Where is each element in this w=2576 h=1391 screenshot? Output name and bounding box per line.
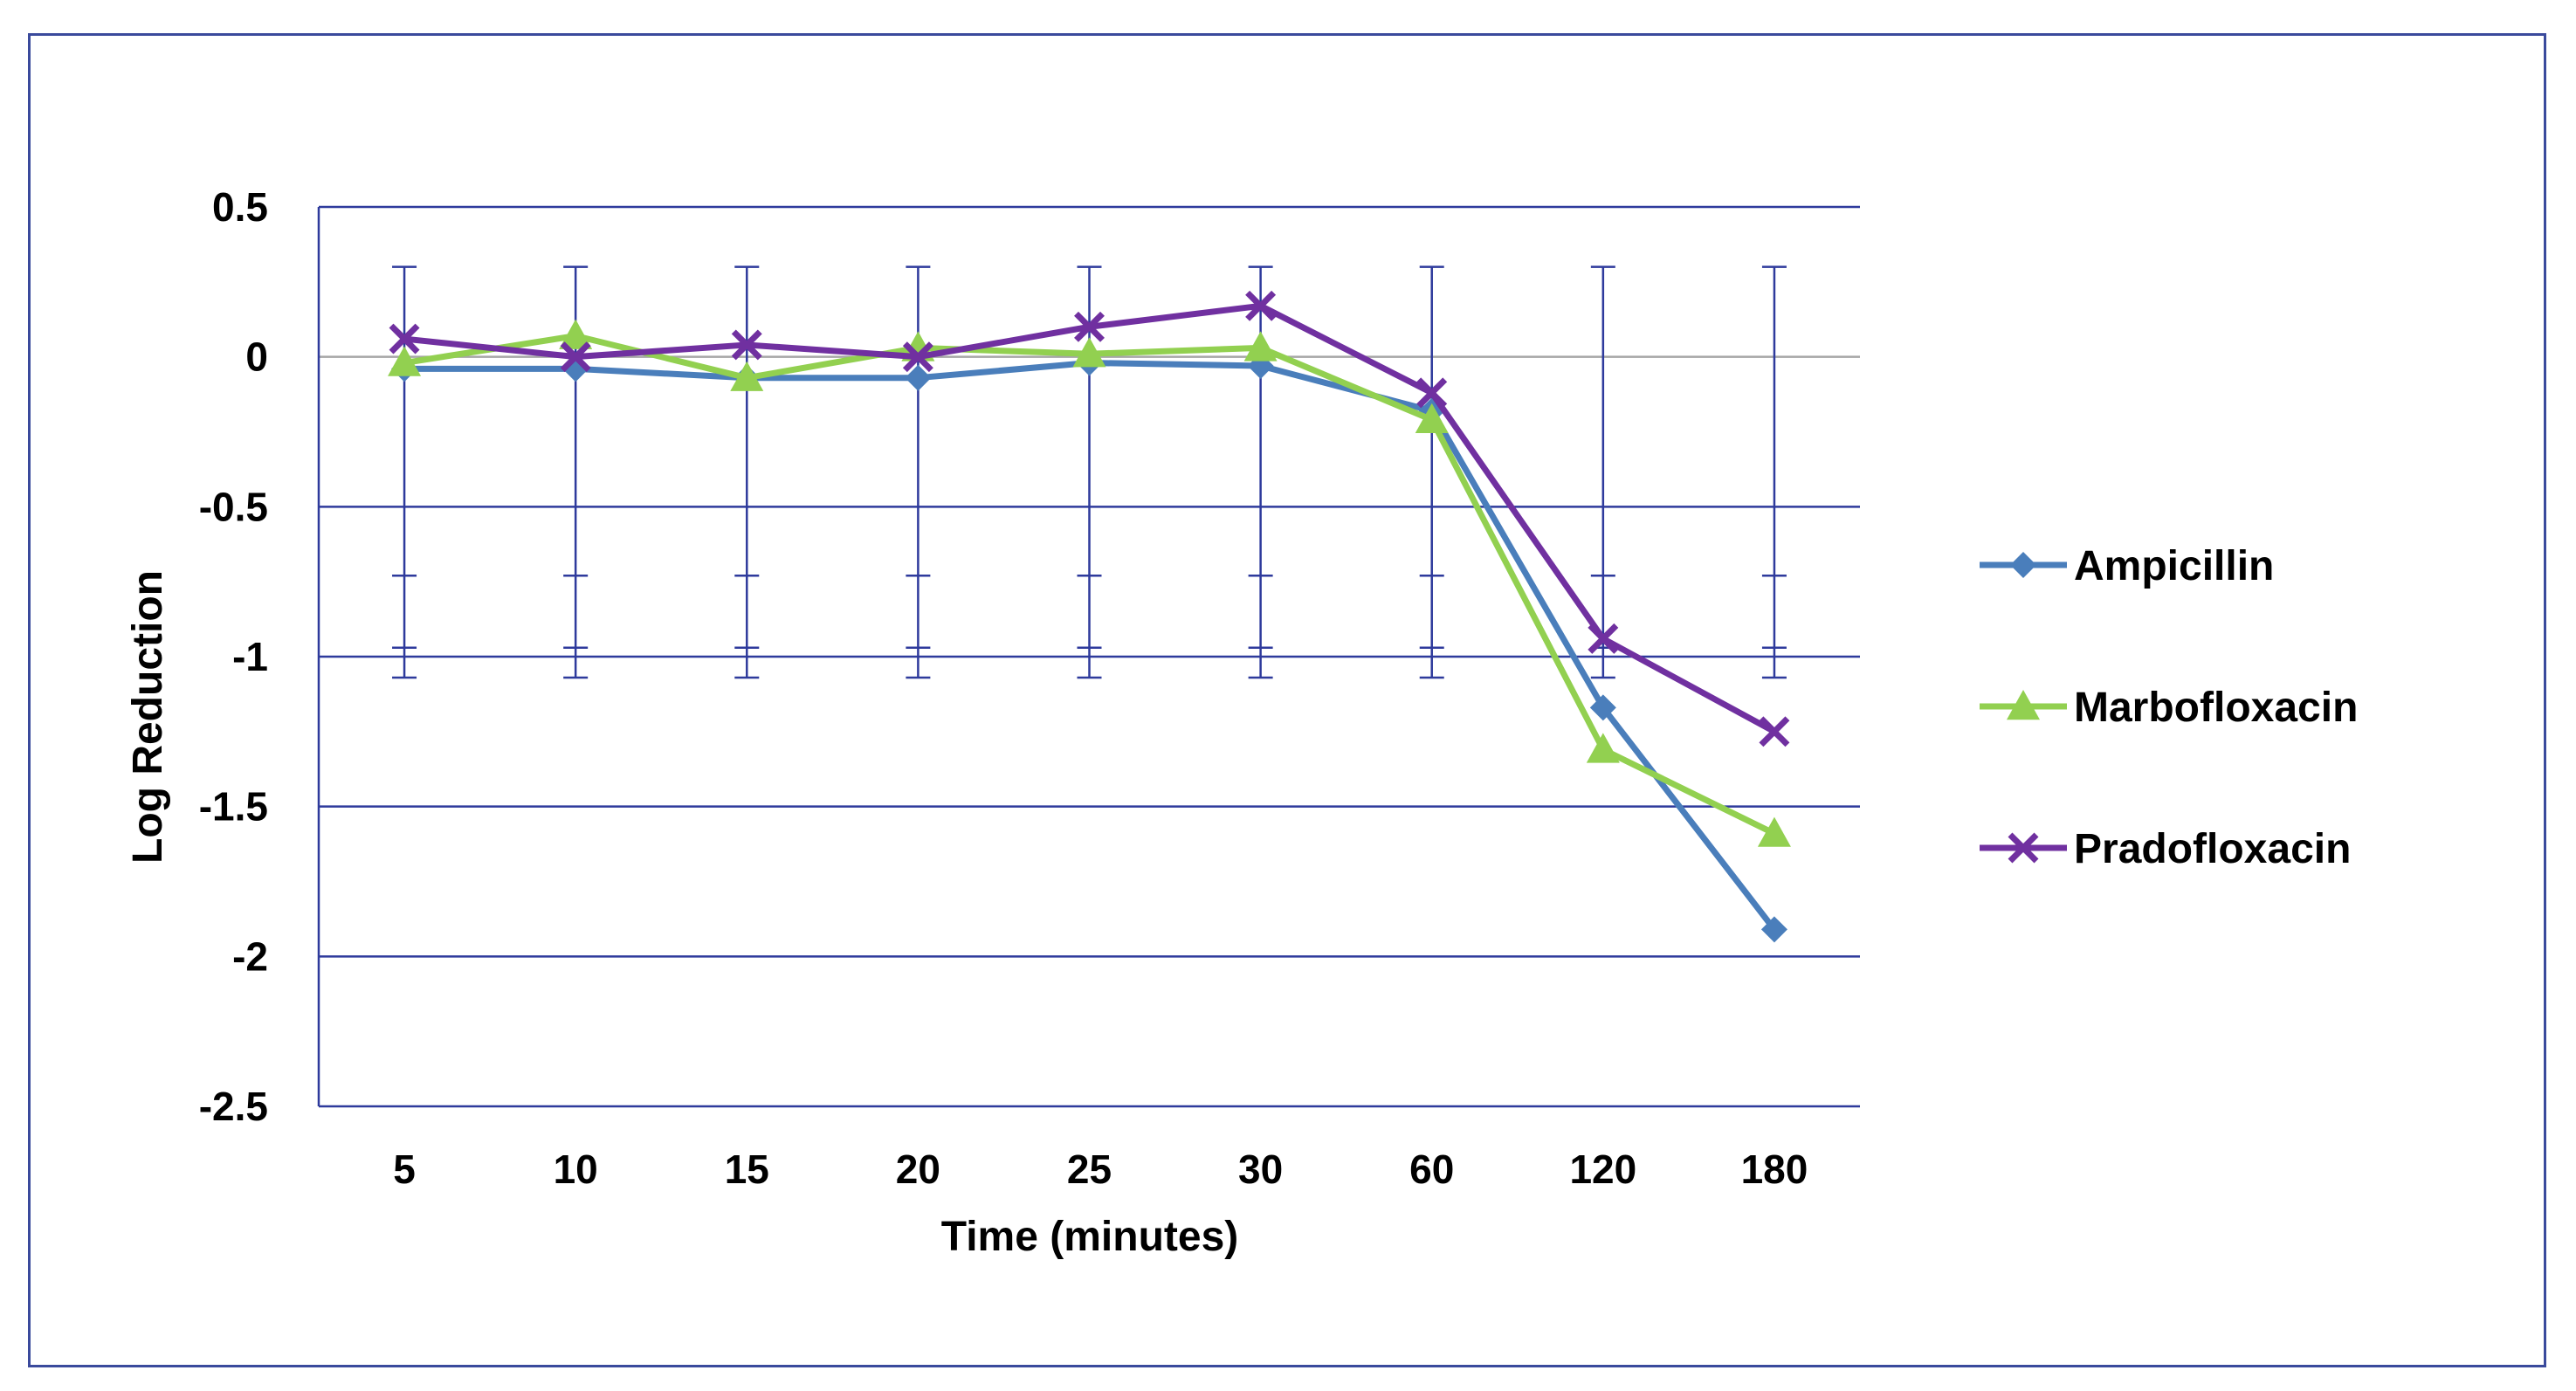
legend-label: Ampicillin	[2074, 543, 2274, 589]
error-bar	[1248, 265, 1273, 679]
error-bar	[734, 265, 760, 679]
data-point	[1072, 337, 1106, 368]
data-point	[389, 323, 420, 355]
x-tick-label: 25	[1067, 1147, 1112, 1192]
legend: Ampicillin Marbofloxacin Pradofloxacin	[1980, 543, 2358, 872]
data-point	[1760, 916, 1787, 943]
line-chart: 0.50-0.5-1-1.5-2-2.55 10 15 20 25 30 60 120 180 …	[125, 184, 2358, 1260]
y-tick-label: 0	[245, 334, 268, 380]
x-tick-label: 60	[1409, 1147, 1454, 1192]
legend-marker	[2008, 832, 2039, 864]
x-stroke	[902, 341, 933, 373]
y-axis-title: Log Reduction	[125, 570, 171, 864]
data-point	[1243, 331, 1278, 362]
chart-frame: 0.5 0 -0.5 -1 -1.5 -2 -2.5 5 10 15 20 25 30 60 120 180 …	[28, 33, 2546, 1367]
error-bar	[1077, 265, 1102, 679]
legend-entry: Pradofloxacin	[1980, 826, 2351, 872]
data-point	[730, 361, 764, 391]
x-tick-label: 30	[1238, 1147, 1283, 1192]
data-point	[1415, 403, 1449, 433]
series-pradofloxacin	[389, 290, 1790, 747]
data-point	[905, 364, 932, 391]
error-bar	[906, 265, 931, 679]
x-tick-label: 10	[554, 1147, 598, 1192]
x-stroke	[1759, 716, 1790, 747]
data-point	[1245, 290, 1277, 321]
data-point	[1759, 716, 1790, 747]
y-tick-label: -2	[232, 933, 268, 979]
x-tick-label: 5	[393, 1147, 416, 1192]
data-point	[1589, 694, 1616, 721]
x-stroke	[560, 341, 591, 373]
x-tick-label: 20	[896, 1147, 940, 1192]
data-point	[1416, 377, 1448, 409]
data-point	[1588, 623, 1619, 654]
y-tick-label: -1	[232, 634, 268, 679]
x-stroke	[1074, 311, 1105, 342]
x-stroke	[731, 329, 762, 361]
x-tick-label: 15	[725, 1147, 769, 1192]
data-point	[902, 341, 933, 373]
error-bar	[1761, 265, 1787, 679]
data-point	[559, 319, 593, 349]
y-tick-label: -2.5	[199, 1084, 268, 1129]
data-point	[731, 329, 762, 361]
error-bar	[1590, 265, 1615, 679]
x-tick-label: 180	[1741, 1147, 1808, 1192]
y-tick-label: 0.5	[212, 184, 268, 230]
error-bar	[1419, 265, 1444, 679]
legend-marker	[2010, 552, 2036, 578]
y-tick-label: -0.5	[199, 484, 268, 529]
error-bars	[392, 265, 1787, 679]
data-point	[560, 341, 591, 373]
x-stroke	[389, 323, 420, 355]
data-point	[1586, 733, 1620, 763]
legend-marker	[2007, 690, 2040, 720]
x-stroke	[2008, 832, 2039, 864]
x-tick-label: 120	[1569, 1147, 1636, 1192]
series-lines	[388, 290, 1791, 943]
data-point	[388, 346, 422, 376]
legend-label: Marbofloxacin	[2074, 685, 2358, 731]
data-point	[1074, 311, 1105, 342]
x-axis-title: Time (minutes)	[941, 1214, 1239, 1260]
data-point	[1757, 816, 1791, 847]
y-tick-label: -1.5	[199, 784, 268, 830]
x-stroke	[1245, 290, 1277, 321]
x-stroke	[1416, 377, 1448, 409]
axes: 0.5 0 -0.5 -1 -1.5 -2 -2.5 5 10 15 20 25 30 60 120 180	[199, 184, 1808, 1192]
legend-entry: Marbofloxacin	[1980, 685, 2358, 731]
legend-entry: Ampicillin	[1980, 543, 2274, 589]
legend-label: Pradofloxacin	[2074, 826, 2351, 872]
x-stroke	[1588, 623, 1619, 654]
